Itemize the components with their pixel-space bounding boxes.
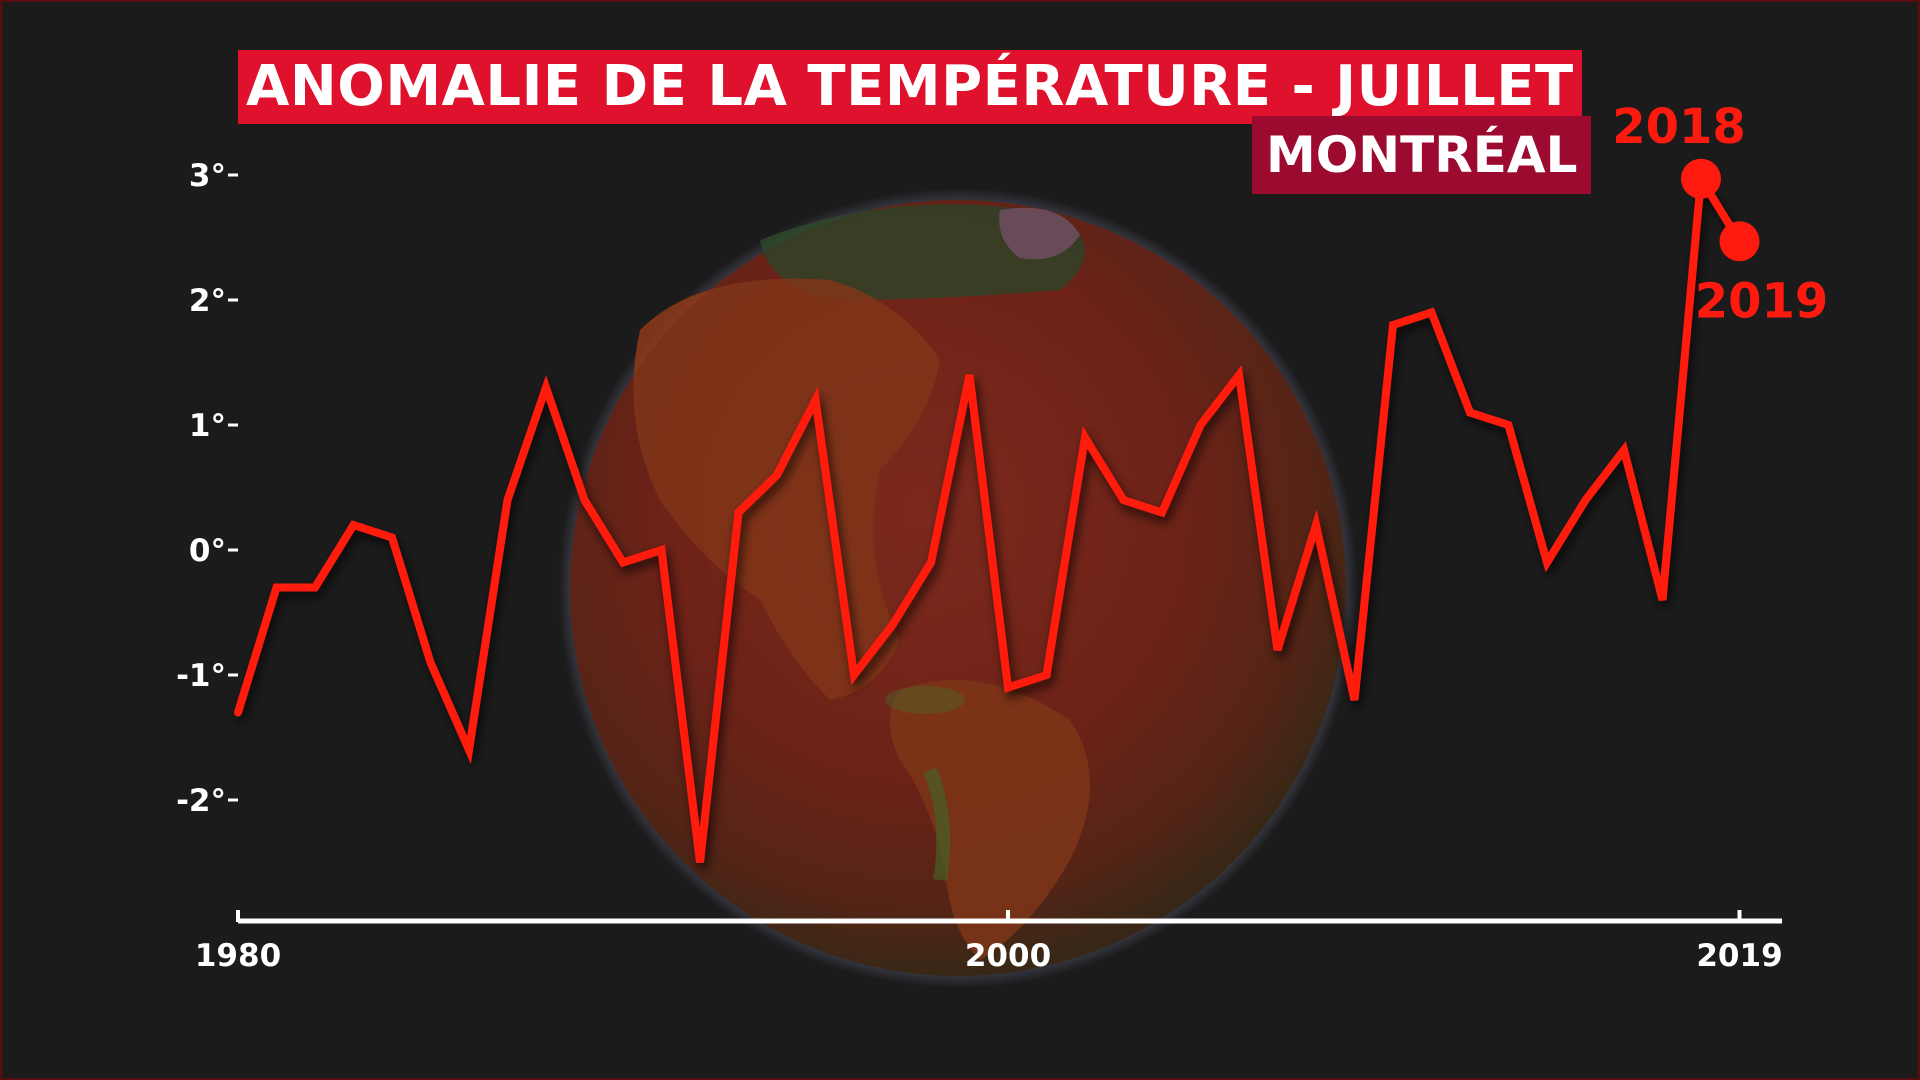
series-layer: 2018 2019 xyxy=(234,99,1828,863)
x-tick-label: 2019 xyxy=(1696,938,1782,974)
highlight-layer: 2018 2019 xyxy=(1612,99,1828,330)
y-tick-label: 1° xyxy=(189,408,226,444)
y-tick-label: 0° xyxy=(189,533,226,569)
series-line xyxy=(234,166,1744,863)
x-axis-ticks: 1980 2000 2019 xyxy=(195,910,1783,974)
highlight-label-2019: 2019 xyxy=(1695,273,1829,329)
x-tick-label: 1980 xyxy=(195,938,281,974)
x-tick-label: 2000 xyxy=(965,938,1051,974)
highlight-point-2019 xyxy=(1719,221,1760,262)
chart-title: ANOMALIE DE LA TEMPÉRATURE - JUILLET xyxy=(238,50,1582,124)
highlight-point-2018 xyxy=(1681,158,1721,199)
highlight-label-2018: 2018 xyxy=(1612,99,1746,155)
axes: 3° 2° 1° 0° -1° -2° 1980 2000 2019 xyxy=(176,152,1783,974)
y-tick-label: 2° xyxy=(189,283,226,319)
y-axis-ticks: 3° 2° 1° 0° -1° -2° xyxy=(176,158,238,819)
chart-subtitle: MONTRÉAL xyxy=(1252,116,1592,194)
y-tick-label: 3° xyxy=(189,158,226,194)
y-tick-label: -2° xyxy=(176,783,226,819)
y-tick-label: -1° xyxy=(176,658,226,694)
earth-globe-background xyxy=(558,188,1358,988)
